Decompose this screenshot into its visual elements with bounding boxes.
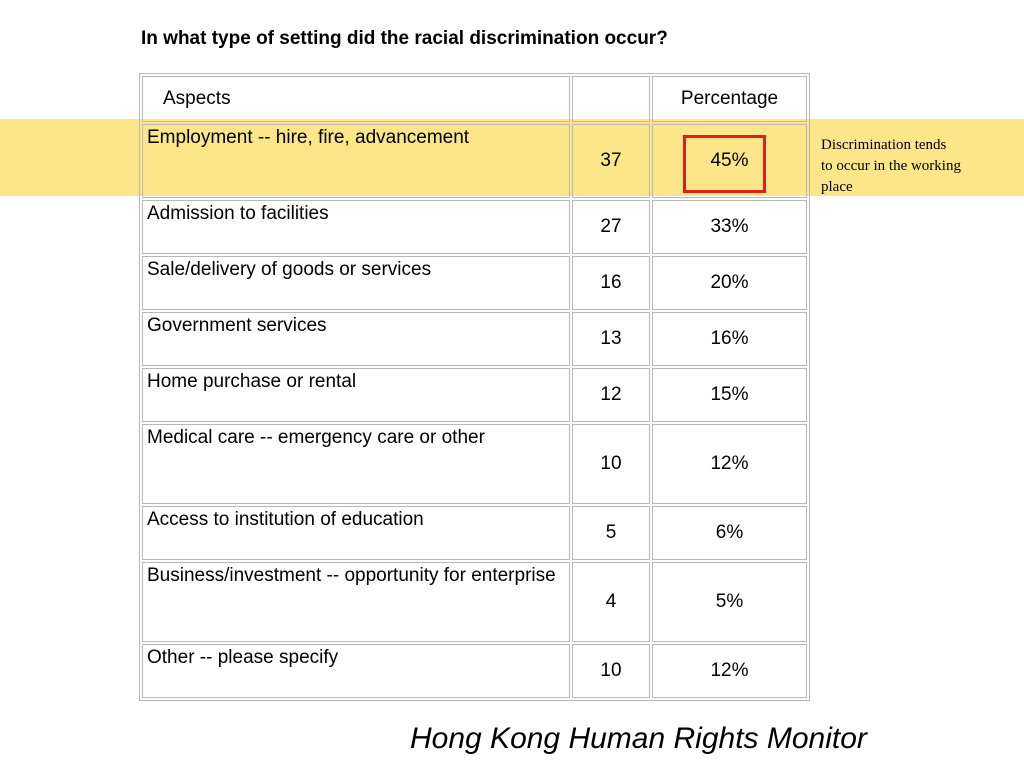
- row-aspect: Home purchase or rental: [142, 368, 570, 422]
- row-percentage: 45%: [710, 150, 749, 171]
- row-percentage-cell: 45%: [652, 124, 807, 198]
- row-count: 12: [572, 368, 650, 422]
- annotation-note: Discrimination tends to occur in the wor…: [821, 137, 961, 195]
- table-row: Medical care -- emergency care or other …: [142, 424, 807, 504]
- row-aspect: Access to institution of education: [142, 506, 570, 560]
- table-row: Government services 13 16%: [142, 312, 807, 366]
- row-percentage: 12%: [652, 644, 807, 698]
- row-aspect: Sale/delivery of goods or services: [142, 256, 570, 310]
- table-row: Employment -- hire, fire, advancement 37…: [142, 124, 807, 198]
- row-count: 16: [572, 256, 650, 310]
- row-percentage: 20%: [652, 256, 807, 310]
- slide-title: In what type of setting did the racial d…: [141, 28, 668, 49]
- row-percentage: 15%: [652, 368, 807, 422]
- row-aspect: Admission to facilities: [142, 200, 570, 254]
- row-count: 27: [572, 200, 650, 254]
- row-percentage: 16%: [652, 312, 807, 366]
- table-row: Home purchase or rental 12 15%: [142, 368, 807, 422]
- table-row: Business/investment -- opportunity for e…: [142, 562, 807, 642]
- highlight-box: [683, 135, 766, 193]
- row-percentage: 33%: [652, 200, 807, 254]
- table-row: Admission to facilities 27 33%: [142, 200, 807, 254]
- row-count: 5: [572, 506, 650, 560]
- row-percentage: 5%: [652, 562, 807, 642]
- row-aspect: Business/investment -- opportunity for e…: [142, 562, 570, 642]
- highlight-band: [0, 119, 1024, 196]
- row-aspect: Employment -- hire, fire, advancement: [142, 124, 570, 198]
- table-row: Other -- please specify 10 12%: [142, 644, 807, 698]
- row-percentage: 12%: [652, 424, 807, 504]
- table-row: Access to institution of education 5 6%: [142, 506, 807, 560]
- row-aspect: Other -- please specify: [142, 644, 570, 698]
- row-count: 10: [572, 424, 650, 504]
- row-count: 13: [572, 312, 650, 366]
- header-aspects: Aspects: [142, 76, 570, 122]
- header-percentage: Percentage: [652, 76, 807, 122]
- footer-source: Hong Kong Human Rights Monitor: [410, 722, 867, 755]
- row-count: 10: [572, 644, 650, 698]
- header-count: [572, 76, 650, 122]
- data-table: Aspects Percentage Employment -- hire, f…: [139, 73, 810, 701]
- row-aspect: Government services: [142, 312, 570, 366]
- table-row: Sale/delivery of goods or services 16 20…: [142, 256, 807, 310]
- row-count: 4: [572, 562, 650, 642]
- row-aspect: Medical care -- emergency care or other: [142, 424, 570, 504]
- row-percentage: 6%: [652, 506, 807, 560]
- row-count: 37: [572, 124, 650, 198]
- table-header-row: Aspects Percentage: [142, 76, 807, 122]
